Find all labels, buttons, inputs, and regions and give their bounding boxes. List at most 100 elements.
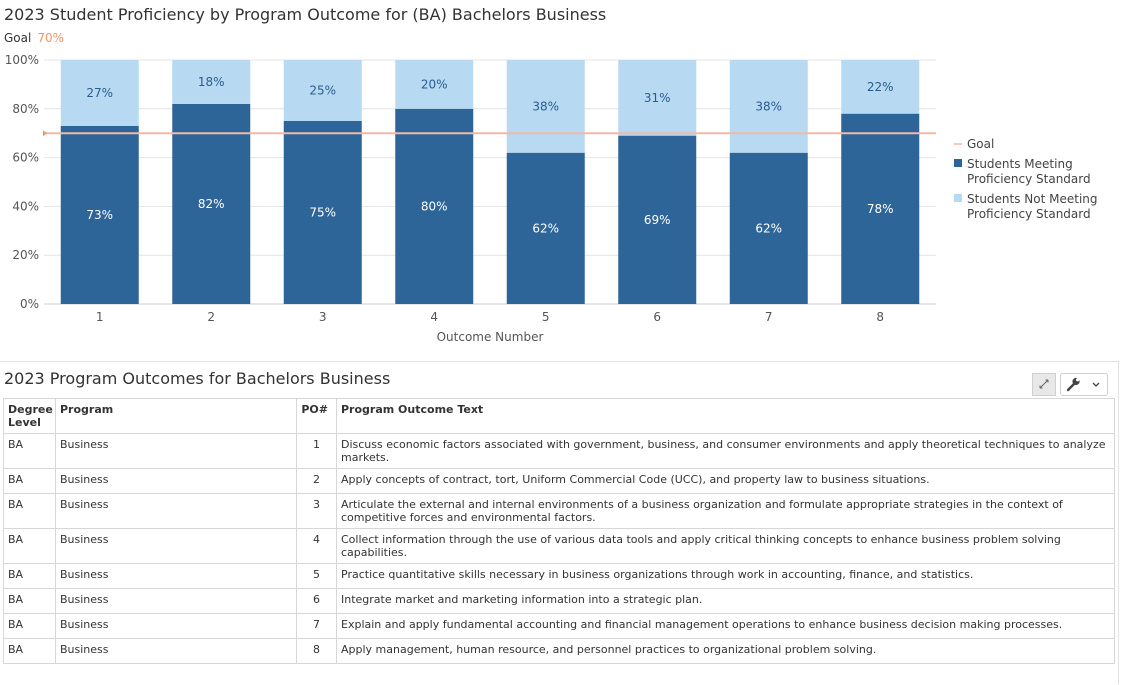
goal-label: Goal bbox=[4, 31, 32, 45]
bar-not-meeting bbox=[729, 60, 808, 153]
bar-not-meeting bbox=[618, 60, 697, 136]
table-row: BA Business 4 Collect information throug… bbox=[3, 528, 1115, 564]
cell-outcome-text: Practice quantitative skills necessary i… bbox=[336, 563, 1115, 589]
data-label-not-meeting: 18% bbox=[198, 75, 225, 89]
data-label-meeting: 69% bbox=[644, 213, 671, 227]
bar-not-meeting bbox=[506, 60, 585, 153]
cell-degree: BA bbox=[3, 563, 56, 589]
cell-program: Business bbox=[55, 638, 297, 664]
x-tick-label: 4 bbox=[430, 310, 438, 324]
header-po-number[interactable]: PO# bbox=[296, 398, 337, 434]
chart-title: 2023 Student Proficiency by Program Outc… bbox=[4, 5, 607, 24]
cell-program: Business bbox=[55, 563, 297, 589]
data-label-meeting: 80% bbox=[421, 199, 448, 213]
cell-program: Business bbox=[55, 493, 297, 529]
x-tick-label: 3 bbox=[319, 310, 327, 324]
y-tick-label: 0% bbox=[20, 297, 39, 311]
cell-degree: BA bbox=[3, 528, 56, 564]
cell-outcome-text: Integrate market and marketing informati… bbox=[336, 588, 1115, 614]
legend-label-goal: Goal bbox=[967, 137, 994, 151]
table-row: BA Business 3 Articulate the external an… bbox=[3, 493, 1115, 529]
cell-degree: BA bbox=[3, 468, 56, 494]
y-tick-label: 100% bbox=[5, 53, 39, 67]
legend-label: Students Not Meeting bbox=[967, 192, 1098, 206]
cell-outcome-text: Collect information through the use of v… bbox=[336, 528, 1115, 564]
legend-label: Proficiency Standard bbox=[967, 207, 1091, 221]
table-row: BA Business 1 Discuss economic factors a… bbox=[3, 433, 1115, 469]
data-label-not-meeting: 27% bbox=[86, 86, 113, 100]
data-label-meeting: 73% bbox=[86, 208, 113, 222]
goal-marker bbox=[43, 130, 47, 137]
header-degree-level[interactable]: Degree Level bbox=[3, 398, 56, 434]
data-label-not-meeting: 38% bbox=[532, 99, 559, 113]
outcomes-panel: 2023 Program Outcomes for Bachelors Busi… bbox=[0, 361, 1119, 684]
header-outcome-text[interactable]: Program Outcome Text bbox=[336, 398, 1115, 434]
cell-outcome-text: Articulate the external and internal env… bbox=[336, 493, 1115, 529]
chevron-down-icon bbox=[1092, 382, 1100, 387]
bar-meeting bbox=[841, 113, 920, 305]
cell-outcome-text: Apply concepts of contract, tort, Unifor… bbox=[336, 468, 1115, 494]
data-label-meeting: 75% bbox=[309, 206, 336, 220]
cell-po: 1 bbox=[296, 433, 337, 469]
cell-po: 5 bbox=[296, 563, 337, 589]
wrench-icon bbox=[1066, 377, 1080, 392]
cell-program: Business bbox=[55, 588, 297, 614]
cell-po: 8 bbox=[296, 638, 337, 664]
table-row: BA Business 7 Explain and apply fundamen… bbox=[3, 613, 1115, 639]
cell-program: Business bbox=[55, 528, 297, 564]
table-title: 2023 Program Outcomes for Bachelors Busi… bbox=[4, 369, 391, 388]
y-tick-label: 20% bbox=[12, 248, 39, 262]
x-tick-label: 7 bbox=[765, 310, 773, 324]
bar-not-meeting bbox=[60, 60, 139, 126]
cell-po: 3 bbox=[296, 493, 337, 529]
cell-program: Business bbox=[55, 613, 297, 639]
bar-not-meeting bbox=[172, 60, 251, 104]
table-row: BA Business 2 Apply concepts of contract… bbox=[3, 468, 1115, 494]
bar-not-meeting bbox=[841, 60, 920, 114]
data-label-not-meeting: 25% bbox=[309, 84, 336, 98]
data-label-not-meeting: 38% bbox=[755, 99, 782, 113]
legend-label: Students Meeting bbox=[967, 157, 1073, 171]
bar-meeting bbox=[395, 108, 474, 304]
cell-po: 2 bbox=[296, 468, 337, 494]
table-row: BA Business 5 Practice quantitative skil… bbox=[3, 563, 1115, 589]
goal-value: 70% bbox=[37, 31, 64, 45]
cell-po: 7 bbox=[296, 613, 337, 639]
data-label-not-meeting: 22% bbox=[867, 80, 894, 94]
header-program[interactable]: Program bbox=[55, 398, 297, 434]
bar-meeting bbox=[172, 103, 251, 304]
x-tick-label: 1 bbox=[96, 310, 104, 324]
y-tick-label: 60% bbox=[12, 151, 39, 165]
data-label-meeting: 62% bbox=[755, 221, 782, 235]
cell-degree: BA bbox=[3, 638, 56, 664]
bar-meeting bbox=[506, 152, 585, 304]
bar-not-meeting bbox=[283, 60, 362, 121]
cell-po: 4 bbox=[296, 528, 337, 564]
x-axis-title: Outcome Number bbox=[437, 330, 544, 344]
table-header-row: Degree Level Program PO# Program Outcome… bbox=[3, 398, 1115, 434]
data-label-not-meeting: 20% bbox=[421, 77, 448, 91]
bar-meeting bbox=[618, 135, 697, 304]
tools-menu-button[interactable] bbox=[1060, 373, 1108, 396]
legend-swatch bbox=[954, 194, 962, 202]
cell-program: Business bbox=[55, 433, 297, 469]
cell-outcome-text: Apply management, human resource, and pe… bbox=[336, 638, 1115, 664]
cell-program: Business bbox=[55, 468, 297, 494]
bar-not-meeting bbox=[395, 60, 474, 109]
proficiency-chart: 0% 20% 40% 60% 80% 100% 73% 27% 1 82% 18% 2 75% 25% 38… bbox=[5, 53, 1098, 344]
cell-outcome-text: Explain and apply fundamental accounting… bbox=[336, 613, 1115, 639]
expand-button[interactable] bbox=[1032, 373, 1056, 396]
data-label-meeting: 82% bbox=[198, 197, 225, 211]
x-tick-label: 6 bbox=[653, 310, 661, 324]
table-row: BA Business 6 Integrate market and marke… bbox=[3, 588, 1115, 614]
y-tick-label: 40% bbox=[12, 199, 39, 213]
data-label-not-meeting: 31% bbox=[644, 91, 671, 105]
table-row: BA Business 8 Apply management, human re… bbox=[3, 638, 1115, 664]
cell-degree: BA bbox=[3, 588, 56, 614]
cell-degree: BA bbox=[3, 613, 56, 639]
cell-degree: BA bbox=[3, 433, 56, 469]
x-tick-label: 2 bbox=[207, 310, 215, 324]
cell-outcome-text: Discuss economic factors associated with… bbox=[336, 433, 1115, 469]
cell-po: 6 bbox=[296, 588, 337, 614]
goal-indicator: Goal 70% bbox=[4, 31, 64, 45]
